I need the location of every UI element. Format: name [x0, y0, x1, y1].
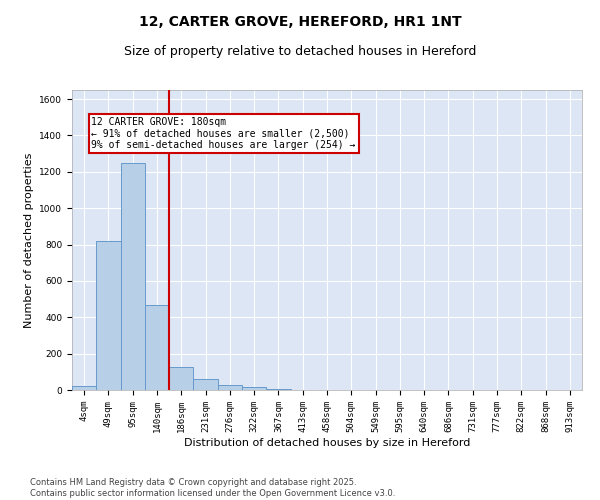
- Text: Size of property relative to detached houses in Hereford: Size of property relative to detached ho…: [124, 45, 476, 58]
- Y-axis label: Number of detached properties: Number of detached properties: [24, 152, 34, 328]
- Bar: [96, 241, 121, 390]
- Text: 12, CARTER GROVE, HEREFORD, HR1 1NT: 12, CARTER GROVE, HEREFORD, HR1 1NT: [139, 15, 461, 29]
- Bar: [169, 368, 193, 390]
- Bar: [193, 380, 218, 390]
- Text: 12 CARTER GROVE: 180sqm
← 91% of detached houses are smaller (2,500)
9% of semi-: 12 CARTER GROVE: 180sqm ← 91% of detache…: [91, 118, 356, 150]
- X-axis label: Distribution of detached houses by size in Hereford: Distribution of detached houses by size …: [184, 438, 470, 448]
- Bar: [145, 306, 169, 390]
- Bar: [266, 388, 290, 390]
- Text: Contains HM Land Registry data © Crown copyright and database right 2025.
Contai: Contains HM Land Registry data © Crown c…: [30, 478, 395, 498]
- Bar: [72, 386, 96, 390]
- Bar: [121, 162, 145, 390]
- Bar: [218, 385, 242, 390]
- Bar: [242, 386, 266, 390]
